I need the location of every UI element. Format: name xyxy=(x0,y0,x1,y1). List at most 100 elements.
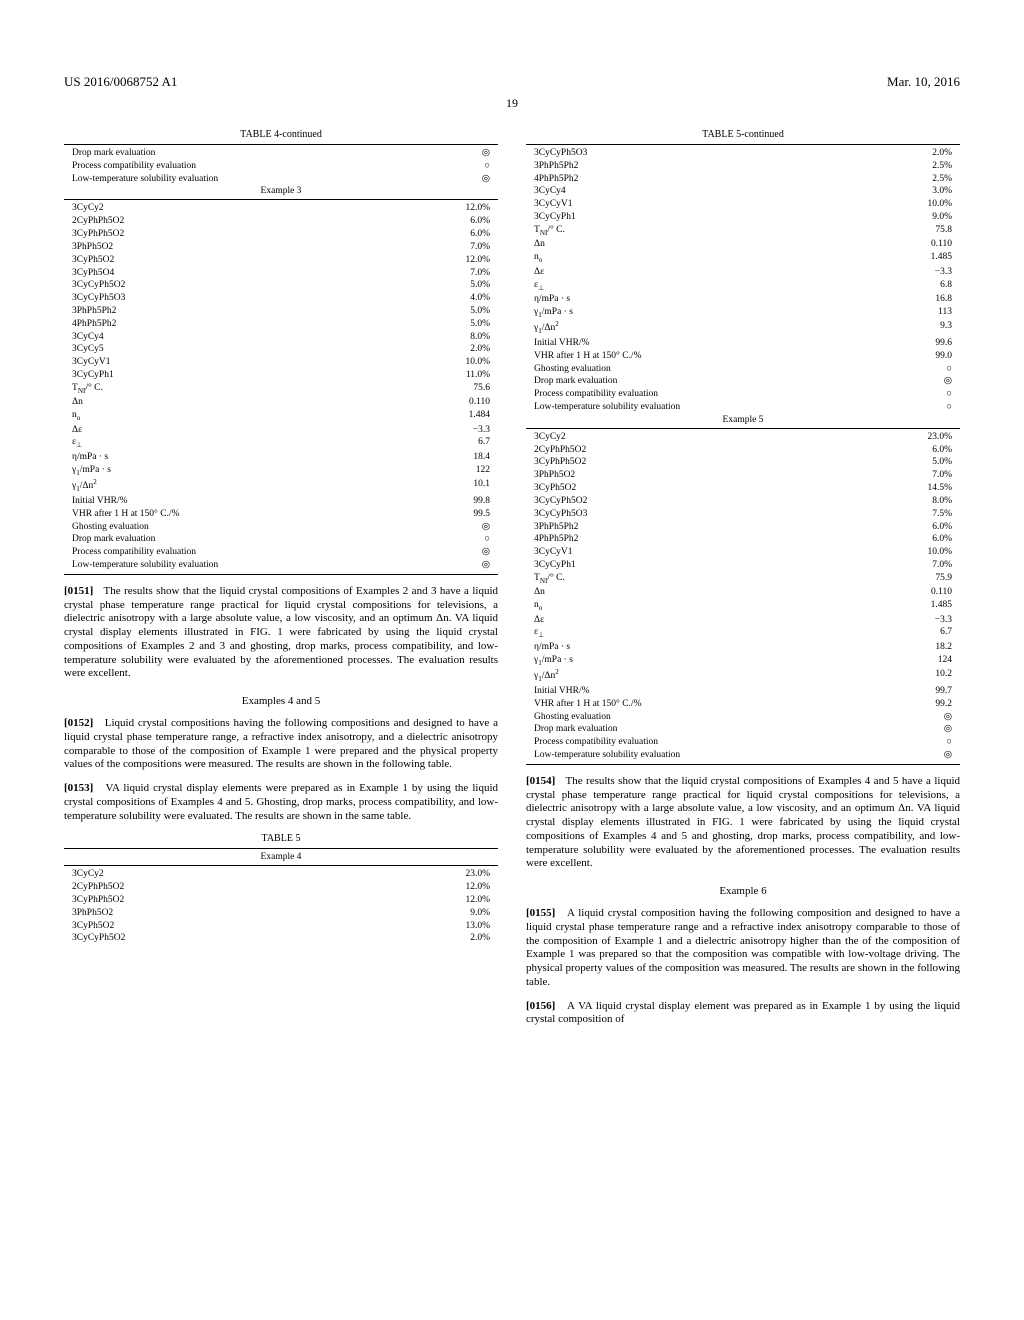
row-value: 2.5% xyxy=(892,160,952,173)
row-value: 10.2 xyxy=(892,668,952,685)
row-key: 3CyCyPh5O2 xyxy=(72,932,430,945)
row-value: 2.0% xyxy=(892,147,952,160)
row-key: Ghosting evaluation xyxy=(534,363,892,376)
table-row: no1.485 xyxy=(526,251,960,266)
row-key: 4PhPh5Ph2 xyxy=(534,173,892,186)
table-row: VHR after 1 H at 150° C./%99.2 xyxy=(526,698,960,711)
table-row: 4PhPh5Ph22.5% xyxy=(526,173,960,186)
table4-rows: 3CyCy212.0%2CyPhPh5O26.0%3CyPhPh5O26.0%3… xyxy=(64,202,498,571)
row-key: TNI/° C. xyxy=(534,224,892,239)
table-row: η/mPa · s18.4 xyxy=(64,451,498,464)
table-row: 3CyCyV110.0% xyxy=(64,356,498,369)
row-value: ◎ xyxy=(892,749,952,762)
row-value: 7.0% xyxy=(430,267,490,280)
table-row: Low-temperature solubility evaluation◎ xyxy=(64,559,498,572)
table-row: Process compatibility evaluation◎ xyxy=(64,546,498,559)
table-row: 3CyCyPh5O34.0% xyxy=(64,292,498,305)
row-key: Drop mark evaluation xyxy=(534,723,892,736)
row-key: γ1/Δn2 xyxy=(72,478,430,495)
row-key: Ghosting evaluation xyxy=(72,521,430,534)
row-value: ◎ xyxy=(430,546,490,559)
table-row: γ1/Δn210.2 xyxy=(526,668,960,685)
table4-ex3-label: Example 3 xyxy=(64,185,498,197)
row-key: TNI/° C. xyxy=(534,572,892,587)
row-key: 3CyCyV1 xyxy=(534,198,892,211)
row-value: ◎ xyxy=(430,147,490,160)
table-row: ε⊥6.8 xyxy=(526,279,960,294)
table-row: 3PhPh5O27.0% xyxy=(526,469,960,482)
table-row: 3CyPhPh5O26.0% xyxy=(64,228,498,241)
row-value: 99.7 xyxy=(892,685,952,698)
row-value: 7.0% xyxy=(430,241,490,254)
table-row: 3CyCy212.0% xyxy=(64,202,498,215)
row-value: 2.0% xyxy=(430,932,490,945)
table-row: VHR after 1 H at 150° C./%99.5 xyxy=(64,508,498,521)
table5-ex4-label: Example 4 xyxy=(64,851,498,863)
table-row: Δn0.110 xyxy=(526,586,960,599)
row-value: 75.9 xyxy=(892,572,952,587)
row-value: ◎ xyxy=(430,521,490,534)
row-value: 75.6 xyxy=(430,382,490,397)
row-value: 9.3 xyxy=(892,320,952,337)
table-row: TNI/° C.75.8 xyxy=(526,224,960,239)
table-row: 3CyCyPh5O25.0% xyxy=(64,279,498,292)
row-key: 3PhPh5O2 xyxy=(534,469,892,482)
row-key: η/mPa · s xyxy=(72,451,430,464)
row-key: Drop mark evaluation xyxy=(534,375,892,388)
row-key: 3CyCy4 xyxy=(72,331,430,344)
table-row: 3PhPh5Ph25.0% xyxy=(64,305,498,318)
row-value: ◎ xyxy=(430,559,490,572)
row-key: VHR after 1 H at 150° C./% xyxy=(534,350,892,363)
row-value: 16.8 xyxy=(892,293,952,306)
row-value: 1.485 xyxy=(892,599,952,614)
table-row: Ghosting evaluation◎ xyxy=(64,521,498,534)
table5c-ex5-label: Example 5 xyxy=(526,414,960,426)
row-key: 3PhPh5Ph2 xyxy=(72,305,430,318)
row-value: 6.0% xyxy=(430,215,490,228)
table-row: Drop mark evaluation◎ xyxy=(526,723,960,736)
row-key: Low-temperature solubility evaluation xyxy=(72,559,430,572)
row-value: 10.0% xyxy=(430,356,490,369)
row-key: η/mPa · s xyxy=(534,293,892,306)
row-key: no xyxy=(534,251,892,266)
row-key: 3CyPhPh5O2 xyxy=(534,456,892,469)
row-key: 3CyPh5O2 xyxy=(72,920,430,933)
row-value: 18.2 xyxy=(892,641,952,654)
table-row: 3CyCyPh17.0% xyxy=(526,559,960,572)
row-key: 3CyPh5O4 xyxy=(72,267,430,280)
row-value: 0.110 xyxy=(892,238,952,251)
row-value: 3.0% xyxy=(892,185,952,198)
row-key: 3CyCyPh5O2 xyxy=(534,495,892,508)
row-key: 3CyCy2 xyxy=(72,202,430,215)
table-row: Initial VHR/%99.6 xyxy=(526,337,960,350)
row-value: 6.0% xyxy=(892,444,952,457)
row-key: VHR after 1 H at 150° C./% xyxy=(72,508,430,521)
row-key: 3CyCyPh5O3 xyxy=(72,292,430,305)
row-key: 3CyPh5O2 xyxy=(72,254,430,267)
row-key: 3CyCyPh1 xyxy=(534,211,892,224)
row-value: 122 xyxy=(430,464,490,479)
row-key: 3CyCyV1 xyxy=(534,546,892,559)
row-value: 14.5% xyxy=(892,482,952,495)
row-key: ε⊥ xyxy=(534,626,892,641)
row-value: 10.1 xyxy=(430,478,490,495)
page-number: 19 xyxy=(64,96,960,111)
row-key: Process compatibility evaluation xyxy=(72,546,430,559)
row-value: 5.0% xyxy=(430,318,490,331)
row-value: 6.0% xyxy=(892,521,952,534)
table-row: γ1/Δn210.1 xyxy=(64,478,498,495)
table-row: Drop mark evaluation○ xyxy=(64,533,498,546)
row-value: 6.7 xyxy=(892,626,952,641)
table4-pre-rows: Drop mark evaluation◎Process compatibili… xyxy=(64,147,498,185)
table-row: ε⊥6.7 xyxy=(64,436,498,451)
row-key: 3PhPh5O2 xyxy=(72,241,430,254)
row-value: 5.0% xyxy=(430,279,490,292)
table-row: Δn0.110 xyxy=(64,396,498,409)
row-value: 75.8 xyxy=(892,224,952,239)
row-value: 1.484 xyxy=(430,409,490,424)
content-columns: TABLE 4-continued Drop mark evaluation◎P… xyxy=(64,129,960,1037)
example-6-heading: Example 6 xyxy=(526,885,960,897)
row-value: 6.0% xyxy=(892,533,952,546)
row-value: 4.0% xyxy=(430,292,490,305)
row-value: 99.8 xyxy=(430,495,490,508)
